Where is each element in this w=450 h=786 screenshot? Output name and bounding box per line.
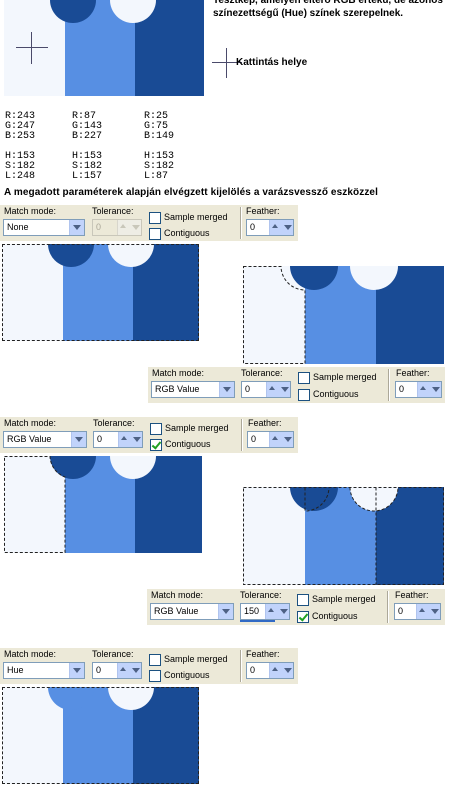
spin-arrows-icon[interactable] [117,663,141,678]
selection-marquee [243,266,306,364]
tolerance-label: Tolerance: [241,368,283,378]
feather-label: Feather: [396,368,430,378]
legend-label: Kattintás helye [236,57,308,68]
separator [240,207,242,239]
match-mode-select[interactable]: RGB Value [150,603,234,620]
spin-arrows-icon[interactable] [269,432,293,447]
contiguous-checkbox[interactable] [149,228,161,240]
spin-arrows-icon[interactable] [269,220,293,235]
spin-arrows-icon [117,220,141,235]
toolbar-3: Match mode: RGB Value Tolerance: 0 Sampl… [0,417,298,453]
chevron-down-icon[interactable] [69,663,84,678]
description-text: Tesztkép, amelyen eltérő RGB értékű, de … [213,0,443,19]
match-mode-label: Match mode: [151,590,204,600]
separator [388,369,390,401]
match-mode-label: Match mode: [4,649,57,659]
separator [241,419,243,451]
feather-spinner[interactable]: 0 [395,381,442,398]
contiguous-checkbox[interactable] [298,389,310,401]
match-mode-select[interactable]: RGB Value [151,381,235,398]
sample-merged-label: Sample merged [312,594,376,604]
contiguous-label: Contiguous [164,670,210,680]
chevron-down-icon[interactable] [218,604,233,619]
match-mode-label: Match mode: [4,206,57,216]
sample-merged-checkbox[interactable] [150,423,162,435]
color-values-1: R:243 G:247 B:253 H:153 S:182 L:248 [5,111,36,182]
toolbar-5: Match mode: Hue Tolerance: 0 Sample merg… [0,648,298,684]
spin-arrows-icon[interactable] [417,382,441,397]
match-mode-label: Match mode: [4,418,57,428]
test-image [4,0,204,96]
tolerance-spinner: 0 [92,219,142,236]
tolerance-spinner[interactable]: 0 [92,662,142,679]
separator [387,591,389,623]
feather-spinner[interactable]: 0 [246,662,294,679]
sample-merged-label: Sample merged [165,423,229,433]
caption-text: A megadott paraméterek alapján elvégzett… [4,187,378,198]
tolerance-label: Tolerance: [240,590,282,600]
chevron-down-icon[interactable] [71,432,86,447]
contiguous-label: Contiguous [164,228,210,238]
tolerance-label: Tolerance: [92,649,134,659]
sample-merged-checkbox[interactable] [297,594,309,606]
result-image-4 [243,487,444,585]
color-values-3: R:25 G:75 B:149 H:153 S:182 L:87 [144,111,175,182]
contiguous-checkbox[interactable] [150,439,162,451]
match-mode-label: Match mode: [152,368,205,378]
tolerance-spinner[interactable]: 150 [240,603,290,620]
contiguous-label: Contiguous [165,439,211,449]
contiguous-label: Contiguous [312,611,358,621]
feather-spinner[interactable]: 0 [246,219,294,236]
contiguous-checkbox[interactable] [297,611,309,623]
spin-arrows-icon[interactable] [118,432,142,447]
sample-merged-checkbox[interactable] [298,372,310,384]
chevron-down-icon[interactable] [219,382,234,397]
toolbar-2: Match mode: RGB Value Tolerance: 0 Sampl… [148,367,445,403]
spin-arrows-icon[interactable] [265,604,289,619]
result-image-2 [243,266,444,364]
sample-merged-checkbox[interactable] [149,212,161,224]
sample-merged-label: Sample merged [164,212,228,222]
contiguous-label: Contiguous [313,389,359,399]
click-position-marker [16,47,48,48]
result-image-1 [2,244,199,341]
selection-marquee [4,456,66,553]
result-image-3 [4,456,202,553]
sample-merged-label: Sample merged [164,654,228,664]
contiguous-checkbox[interactable] [149,670,161,682]
chevron-down-icon[interactable] [69,220,84,235]
match-mode-select[interactable]: Hue [3,662,85,679]
selection-marquee [243,487,444,585]
tolerance-label: Tolerance: [93,418,135,428]
match-mode-select[interactable]: RGB Value [3,431,87,448]
feather-label: Feather: [246,649,280,659]
tolerance-level-bar [240,620,275,622]
selection-marquee [2,244,199,341]
color-values-2: R:87 G:143 B:227 H:153 S:182 L:157 [72,111,103,182]
separator [240,650,242,682]
spin-arrows-icon[interactable] [266,382,290,397]
toolbar-1: Match mode: None Tolerance: 0 Sample mer… [0,205,298,241]
result-image-5 [2,687,199,784]
tolerance-spinner[interactable]: 0 [93,431,143,448]
tolerance-label: Tolerance: [92,206,134,216]
sample-merged-label: Sample merged [313,372,377,382]
crosshair-icon [212,62,242,63]
feather-spinner[interactable]: 0 [394,603,441,620]
sample-merged-checkbox[interactable] [149,654,161,666]
feather-label: Feather: [395,590,429,600]
feather-label: Feather: [248,418,282,428]
feather-spinner[interactable]: 0 [247,431,294,448]
feather-label: Feather: [246,206,280,216]
match-mode-select[interactable]: None [3,219,85,236]
toolbar-4: Match mode: RGB Value Tolerance: 150 Sam… [147,589,445,625]
selection-marquee [2,687,199,784]
spin-arrows-icon[interactable] [269,663,293,678]
tolerance-spinner[interactable]: 0 [241,381,291,398]
spin-arrows-icon[interactable] [416,604,440,619]
